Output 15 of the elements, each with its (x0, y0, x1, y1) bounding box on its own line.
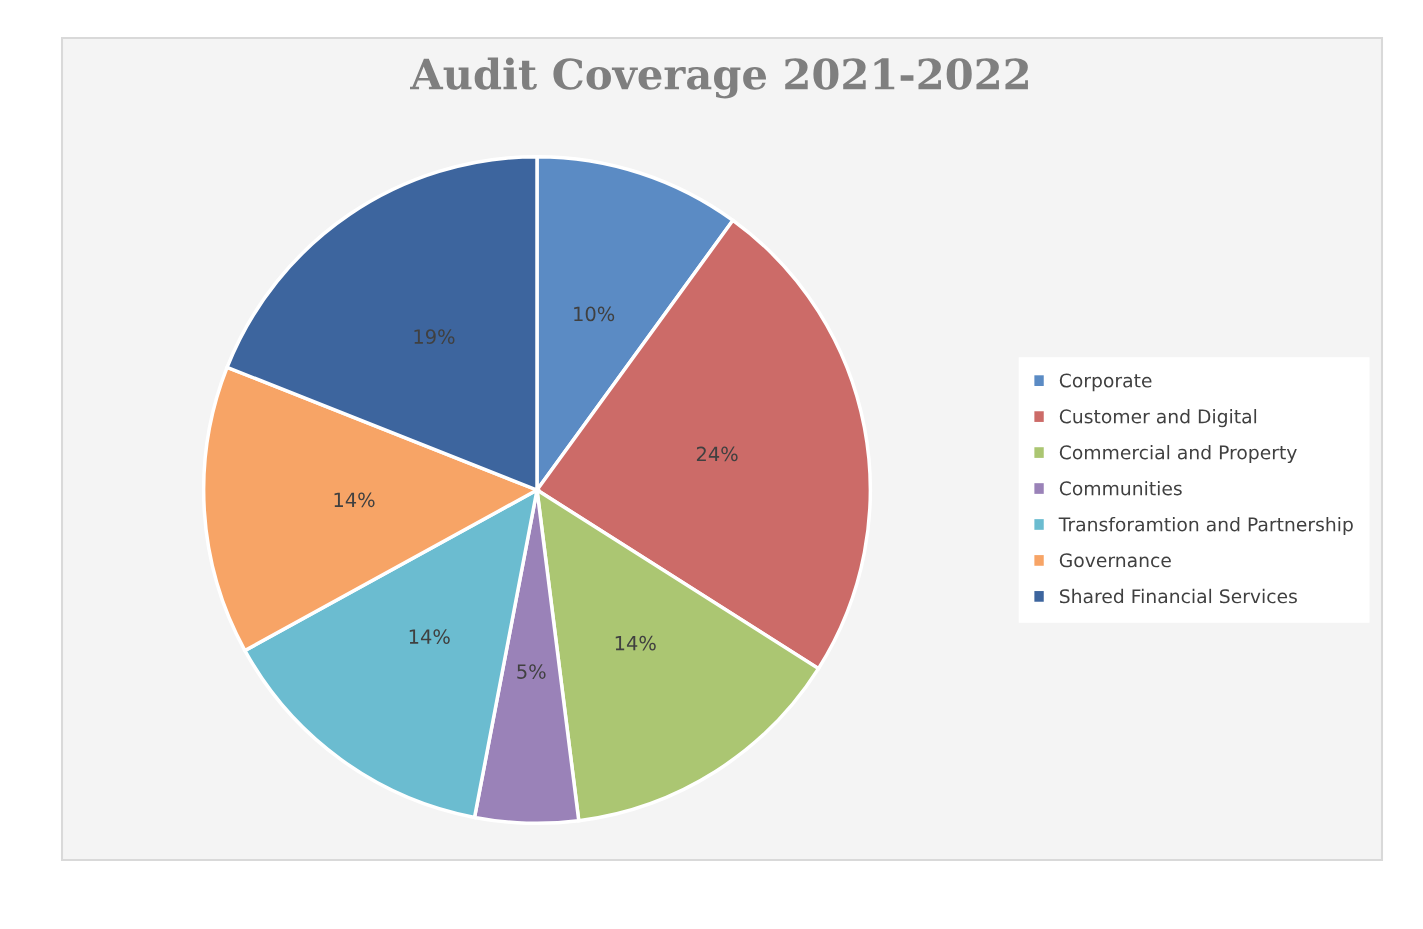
legend-label: Governance (1059, 553, 1171, 568)
chart-title: Audit Coverage 2021-2022 (410, 57, 1028, 99)
data-label: 24% (696, 446, 738, 462)
legend-label: Transforamtion and Partnership (1058, 516, 1353, 536)
data-label: 14% (615, 635, 656, 651)
legend-label: Commercial and Property (1059, 444, 1297, 464)
legend-label: Customer and Digital (1059, 409, 1257, 428)
data-label: 14% (409, 629, 450, 644)
legend-label: Shared Financial Services (1059, 588, 1297, 604)
data-label: 14% (334, 492, 375, 508)
data-label: 19% (414, 329, 455, 345)
data-label: 5% (517, 664, 546, 679)
legend-label: Corporate (1059, 373, 1152, 392)
data-label: 10% (574, 306, 615, 322)
legend-label: Communities (1059, 480, 1182, 496)
